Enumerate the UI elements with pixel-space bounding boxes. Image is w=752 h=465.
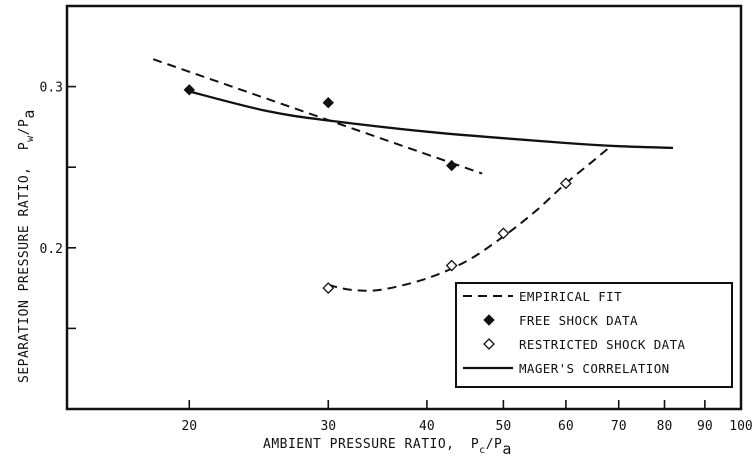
legend-label-magers-correlation: MAGER'S CORRELATION	[519, 361, 670, 376]
data-point-free-shock-data-1	[322, 97, 334, 109]
x-tick-label-30: 30	[320, 419, 336, 434]
x-tick-label-80: 80	[657, 419, 673, 434]
legend-symbol-free-shock-data	[483, 314, 495, 326]
legend-label-free-shock-data: FREE SHOCK DATA	[519, 313, 638, 328]
data-point-restricted-shock-data-0	[322, 282, 335, 295]
series-line-mager-s-correlation-4	[189, 90, 674, 150]
series-layer	[152, 58, 674, 295]
x-tick-label-40: 40	[419, 419, 435, 434]
series-line-empirical-fit-0	[152, 58, 483, 175]
x-tick-label-90: 90	[697, 419, 713, 434]
data-point-restricted-shock-data-2	[497, 227, 510, 240]
y-tick-label-0.2: 0.2	[40, 242, 63, 257]
data-point-free-shock-data-2	[445, 159, 458, 172]
legend-box	[455, 282, 733, 388]
y-tick-label-0.3: 0.3	[40, 81, 63, 96]
data-point-restricted-shock-data-3	[559, 177, 572, 190]
x-axis-ticks: 20 30 40 50 60 70 80 90 100	[181, 400, 752, 434]
x-axis-title: AMBIENT PRESSURE RATIO, Pc/Pa	[263, 437, 512, 458]
legend-symbol-restricted-shock-data	[483, 338, 495, 350]
legend-label-restricted-shock-data: RESTRICTED SHOCK DATA	[519, 337, 686, 352]
x-tick-label-70: 70	[611, 419, 627, 434]
y-axis-ticks: 0.2 0.3	[40, 81, 76, 330]
legend: EMPIRICAL FIT FREE SHOCK DATA RESTRICTED…	[455, 282, 733, 388]
x-tick-label-50: 50	[496, 419, 512, 434]
plot-frame	[65, 4, 743, 411]
legend-label-empirical-fit: EMPIRICAL FIT	[519, 289, 622, 304]
x-tick-label-60: 60	[558, 419, 574, 434]
x-tick-label-100: 100	[729, 419, 752, 434]
series-line-empirical-fit-1	[328, 147, 610, 292]
data-point-restricted-shock-data-1	[445, 259, 458, 272]
x-tick-label-20: 20	[181, 419, 197, 434]
y-axis-title: SEPARATION PRESSURE RATIO, Pw/Pa	[17, 109, 38, 383]
